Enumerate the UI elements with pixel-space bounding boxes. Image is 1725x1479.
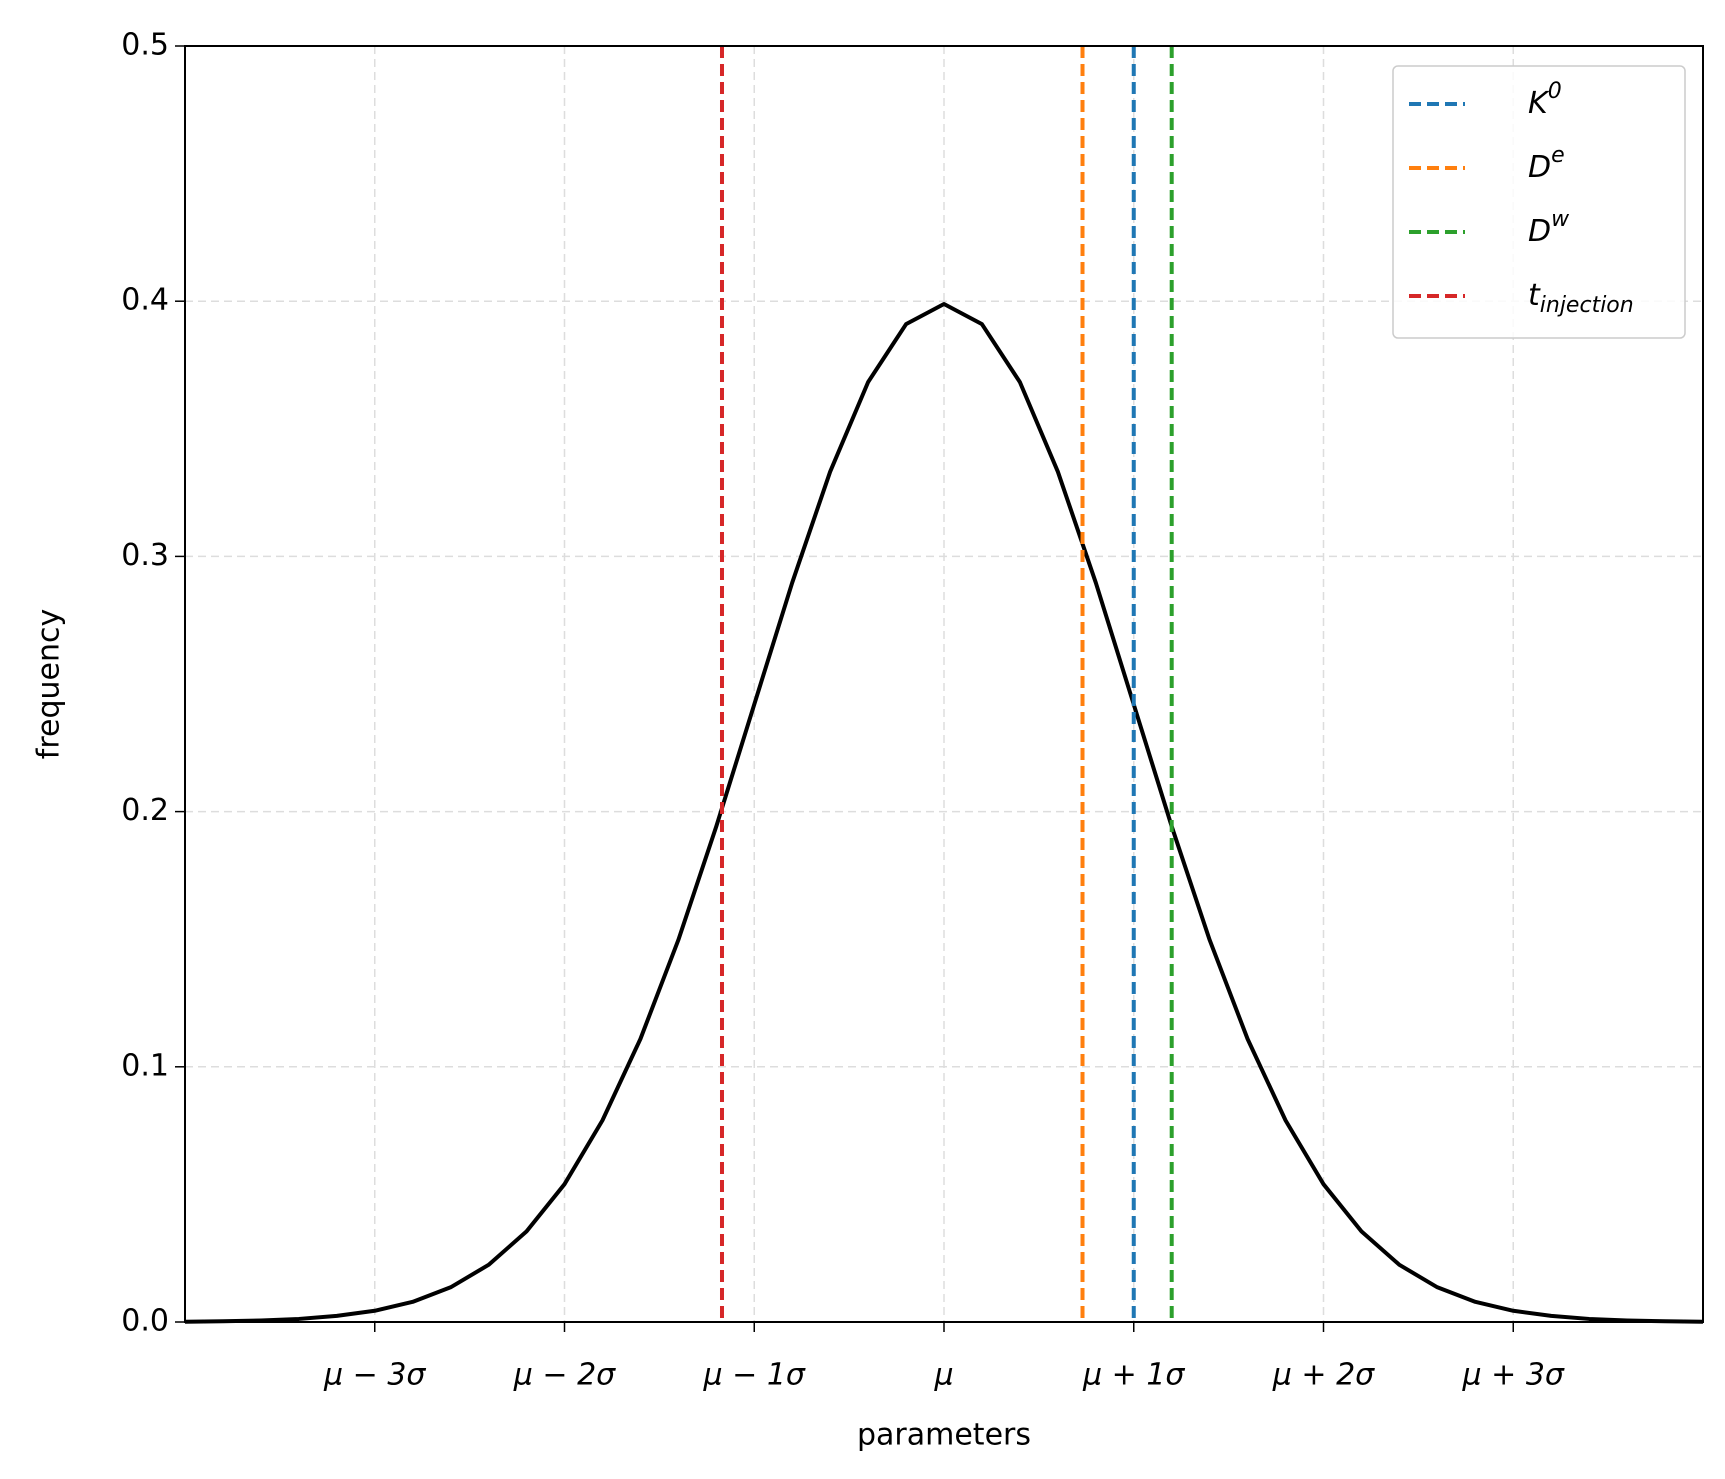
curve <box>184 302 1704 1324</box>
legend-label: De <box>1528 143 1565 185</box>
plot-frame <box>184 45 1704 1323</box>
x-tick-label: μ − 1σ <box>703 1358 806 1393</box>
legend-label: K0 <box>1528 79 1562 121</box>
x-tick-label: μ − 3σ <box>323 1358 426 1393</box>
x-tick-label: μ + 2σ <box>1272 1358 1375 1393</box>
x-tick-label: μ − 2σ <box>513 1358 616 1393</box>
y-tick-label: 0.2 <box>121 793 169 828</box>
y-tick-label: 0.3 <box>121 538 169 573</box>
legend-box <box>1392 65 1686 339</box>
y-tick-label: 0.5 <box>121 28 169 63</box>
y-tick-label: 0.4 <box>121 283 169 318</box>
y-tick-label: 0.1 <box>121 1048 169 1083</box>
y-tick-label: 0.0 <box>121 1304 169 1339</box>
x-tick-label: μ + 1σ <box>1082 1358 1185 1393</box>
legend-label: Dw <box>1528 207 1570 249</box>
x-tick-label: μ <box>933 1358 953 1393</box>
y-axis-label: frequency <box>32 609 67 759</box>
x-axis-label: parameters <box>857 1418 1031 1453</box>
x-tick-label: μ + 3σ <box>1462 1358 1565 1393</box>
legend-label: tinjection <box>1528 278 1634 319</box>
